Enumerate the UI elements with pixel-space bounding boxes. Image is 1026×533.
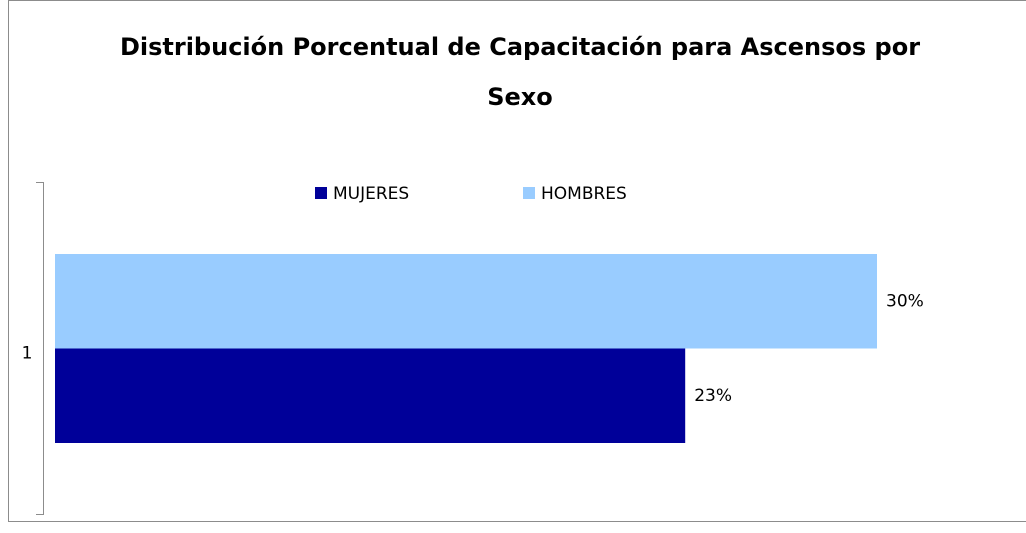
legend-label: HOMBRES xyxy=(541,184,627,204)
y-tick-label: 1 xyxy=(22,344,33,364)
data-label: 30% xyxy=(886,291,924,311)
bar xyxy=(55,254,877,349)
legend-swatch xyxy=(315,187,327,199)
legend-label: MUJERES xyxy=(333,184,409,204)
chart-title: Distribución Porcentual de Capacitación … xyxy=(119,33,921,111)
data-label: 23% xyxy=(694,386,732,406)
bar xyxy=(55,348,686,443)
chart-border xyxy=(8,0,1026,522)
legend-swatch xyxy=(523,187,535,199)
